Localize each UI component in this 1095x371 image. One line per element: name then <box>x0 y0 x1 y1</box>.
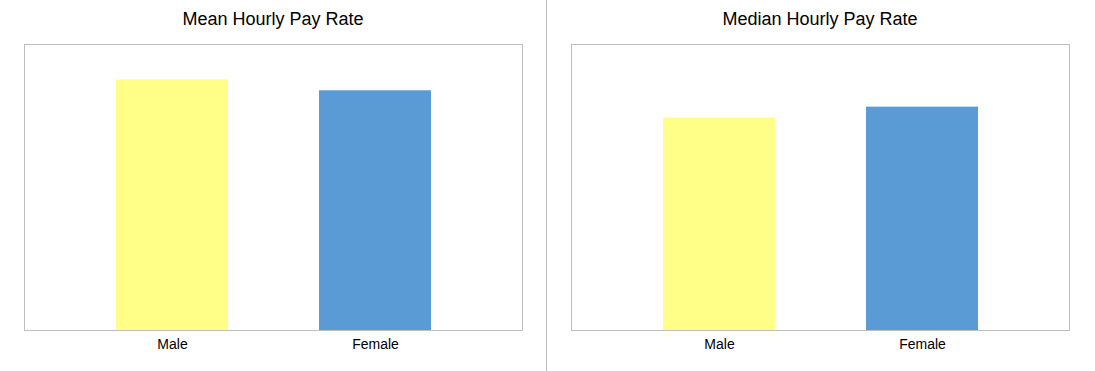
svg-text:Male: Male <box>157 336 188 352</box>
svg-text:Female: Female <box>899 336 946 352</box>
svg-text:Male: Male <box>704 336 735 352</box>
html-text:Median Hourly Pay Rate: Median Hourly Pay Rate <box>722 9 918 29</box>
html-text:Mean Hourly Pay Rate: Mean Hourly Pay Rate <box>182 9 364 29</box>
svg-text:Female: Female <box>352 336 399 352</box>
